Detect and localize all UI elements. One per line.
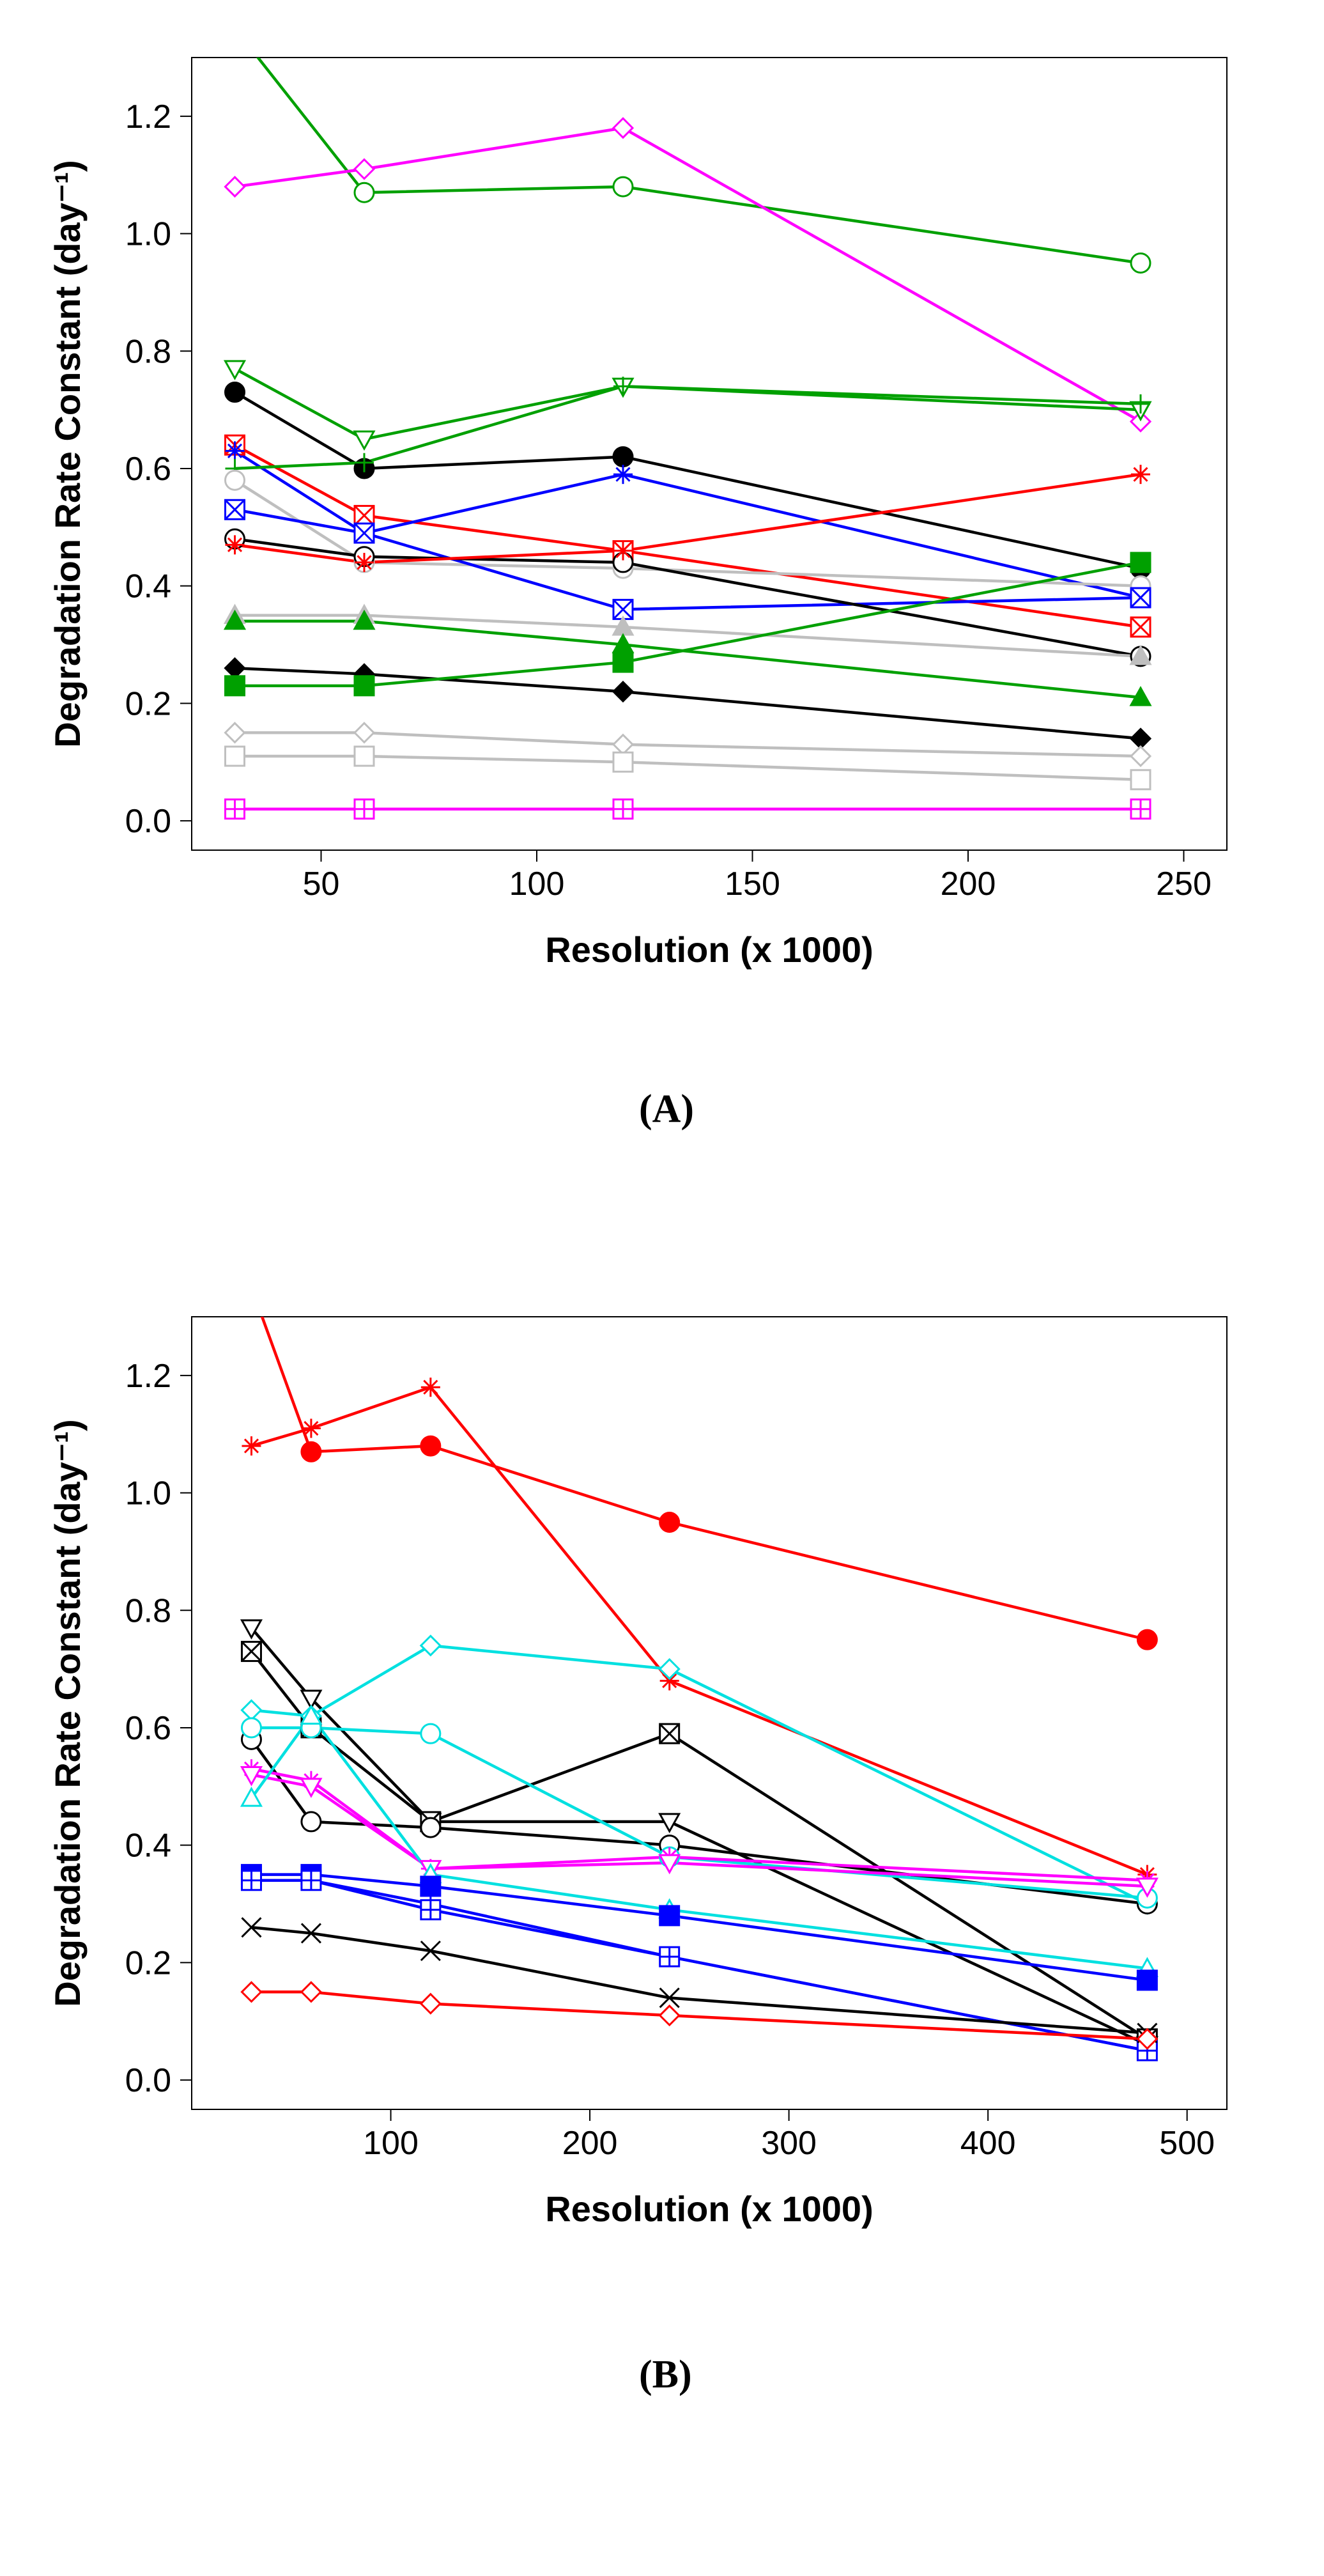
svg-text:0.6: 0.6 xyxy=(125,1710,171,1747)
svg-text:Degradation Rate Constant (day: Degradation Rate Constant (day⁻¹) xyxy=(47,1419,88,2006)
svg-text:0.0: 0.0 xyxy=(125,2062,171,2099)
svg-text:100: 100 xyxy=(363,2125,419,2162)
svg-text:300: 300 xyxy=(761,2125,817,2162)
svg-text:0.2: 0.2 xyxy=(125,1944,171,1982)
panel-b: 100 200 300 400 500 0.0 0.2 0.4 0.6 0.8 1.0 1.2 Reso… xyxy=(0,0,1324,2339)
svg-text:400: 400 xyxy=(960,2125,1016,2162)
chart-b: 100 200 300 400 500 0.0 0.2 0.4 0.6 0.8 1.0 1.2 Reso… xyxy=(0,0,1324,2339)
svg-text:0.8: 0.8 xyxy=(125,1592,171,1629)
svg-text:1.2: 1.2 xyxy=(125,1358,171,1395)
svg-text:1.0: 1.0 xyxy=(125,1475,171,1512)
svg-text:200: 200 xyxy=(562,2125,618,2162)
svg-text:Resolution (x 1000): Resolution (x 1000) xyxy=(545,2189,873,2229)
panel-b-label: (B) xyxy=(639,2352,692,2398)
svg-text:0.4: 0.4 xyxy=(125,1827,171,1865)
svg-text:500: 500 xyxy=(1159,2125,1215,2162)
figure-container: 501001502002500.00.20.40.60.81.01.2Resol… xyxy=(0,0,1324,2576)
